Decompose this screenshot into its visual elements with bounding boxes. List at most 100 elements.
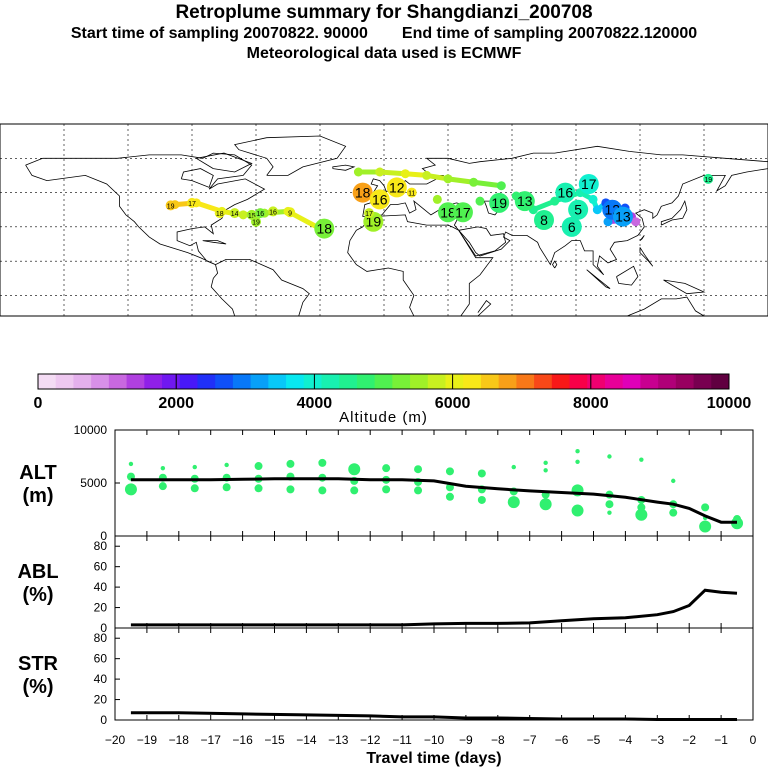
x-tick-label: −1	[714, 733, 728, 747]
colorbar-swatch	[534, 374, 553, 389]
plume-day-label: 16	[372, 191, 388, 207]
panel-label: (%)	[22, 676, 53, 698]
madagascar-outline	[477, 300, 492, 317]
sumatra-outline	[586, 269, 611, 289]
colorbar-swatch	[604, 374, 624, 389]
panel-alt: ALT(m) 0 5000 10000	[19, 423, 754, 543]
greenland-outline	[233, 135, 347, 176]
x-tick-label: −7	[523, 733, 537, 747]
panel-label: (%)	[22, 584, 53, 606]
colorbar-swatch	[144, 374, 163, 389]
colorbar-swatch	[410, 374, 429, 389]
altitude-point	[382, 485, 391, 494]
plume-blob	[568, 199, 589, 220]
altitude-point	[128, 461, 134, 467]
colorbar-swatch	[711, 374, 730, 389]
start-time: Start time of sampling 20070822. 90000	[70, 25, 368, 42]
altitude-point	[575, 449, 580, 454]
altitude-point	[671, 478, 676, 484]
colorbar-tick-label: 6000	[435, 395, 471, 412]
colorbar-swatch	[162, 374, 181, 389]
x-tick-label: −14	[296, 733, 317, 747]
altitude-point	[543, 460, 548, 466]
y-tick-label: 80	[94, 631, 108, 645]
altitude-point	[699, 520, 712, 533]
x-tick-label: −15	[264, 733, 285, 747]
sri-lanka-outline	[552, 260, 558, 269]
plume-day-label: 17	[365, 211, 373, 218]
x-axis-title: Travel time (days)	[366, 750, 501, 767]
plume-day-label: 8	[540, 212, 548, 228]
x-tick-label: 0	[750, 733, 757, 747]
colorbar-swatch	[55, 374, 74, 389]
plume-blob	[406, 187, 417, 198]
x-tick-label: −11	[392, 733, 412, 747]
altitude-point	[669, 508, 678, 517]
colorbar-swatch	[197, 374, 216, 389]
chart-title: Retroplume summary for Shangdianzi_20070…	[175, 2, 593, 23]
baffin-outline	[195, 152, 253, 173]
altitude-point	[382, 464, 391, 473]
x-tick-label: −20	[105, 733, 126, 747]
track-point	[475, 196, 485, 206]
colorbar-swatch	[658, 374, 677, 389]
plume-blob	[578, 174, 599, 194]
altitude-point	[571, 504, 584, 517]
altitude-point	[511, 464, 516, 470]
cuba-outline	[202, 240, 227, 245]
altitude-point	[286, 485, 295, 494]
colorbar-swatch	[250, 374, 269, 389]
japan-outline	[660, 199, 688, 226]
altitude-point	[414, 486, 423, 495]
altitude-point	[192, 464, 197, 470]
colorbar-swatch	[516, 374, 535, 389]
colorbar-swatch	[640, 374, 659, 389]
altitude-point	[350, 486, 359, 495]
x-tick-label: −4	[619, 733, 633, 747]
x-tick-label: −10	[424, 733, 445, 747]
altitude-point	[607, 454, 612, 459]
uk-outline	[370, 178, 387, 193]
plume-blob	[285, 207, 296, 218]
colorbar-tick-label: 10000	[707, 395, 752, 412]
panel-label: ABL	[17, 561, 58, 583]
colorbar-swatch	[303, 374, 322, 389]
track-segment	[471, 179, 504, 189]
plume-blob	[255, 208, 266, 219]
panel-frame	[114, 429, 754, 537]
y-tick-label: 5000	[80, 476, 107, 490]
plume-day-label: 13	[517, 193, 533, 209]
plume-day-label: 13	[615, 209, 631, 225]
plume-blob	[386, 177, 407, 198]
colorbar-swatch	[286, 374, 305, 389]
altitude-point	[605, 500, 614, 509]
colorbar-tick-label: 2000	[158, 395, 194, 412]
australia-outline	[627, 296, 705, 317]
plume-day-label: 16	[269, 209, 277, 216]
altitude-point	[318, 458, 327, 467]
plume-day-label: 17	[581, 176, 597, 192]
y-tick-label: 80	[94, 539, 108, 553]
colorbar-axis-label: Altitude (m)	[339, 409, 428, 426]
altitude-point	[414, 465, 423, 474]
altitude-point	[318, 486, 327, 495]
altitude-point	[607, 510, 612, 515]
x-tick-label: −5	[587, 733, 601, 747]
track-point	[432, 194, 442, 204]
plume-blob	[534, 210, 554, 230]
iceland-outline	[332, 164, 356, 171]
philippines-outline	[639, 247, 654, 267]
plume-day-label: 19	[252, 220, 260, 227]
plume-blob	[214, 208, 225, 219]
plume-blob	[514, 191, 535, 212]
panel-label: STR	[18, 653, 59, 675]
y-tick-label: 10000	[74, 423, 108, 437]
colorbar-tick-label: 4000	[297, 395, 333, 412]
plume-blob	[187, 197, 197, 208]
africa-outline	[347, 214, 494, 317]
colorbar-swatch	[126, 374, 145, 389]
altitude-point	[575, 459, 580, 464]
colorbar-swatch	[268, 374, 287, 389]
altitude-point	[639, 457, 644, 462]
